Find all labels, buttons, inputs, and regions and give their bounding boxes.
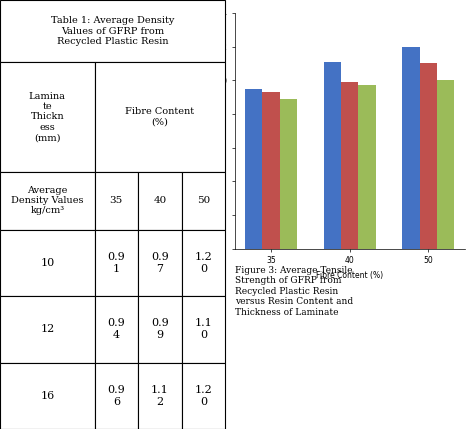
Bar (182, 296, 225, 363)
Text: Figure 3: Average Tensile
Strength of GFRP from
Recycled Plastic Resin
versus Re: Figure 3: Average Tensile Strength of GF… (235, 266, 353, 317)
Text: Fibre Content
(%): Fibre Content (%) (125, 107, 194, 127)
Bar (280, 99, 297, 249)
Bar (0, 230, 94, 296)
Bar (138, 172, 182, 230)
Text: 50: 50 (197, 196, 210, 205)
Bar (182, 363, 225, 429)
Bar (138, 363, 182, 429)
Text: 1.2
0: 1.2 0 (194, 252, 212, 274)
Bar (182, 230, 225, 296)
Text: 10: 10 (40, 258, 55, 268)
Bar (402, 47, 419, 249)
Bar (94, 62, 225, 172)
Bar (358, 85, 375, 249)
Text: Table 1: Average Density
Values of GFRP from
Recycled Plastic Resin: Table 1: Average Density Values of GFRP … (51, 16, 174, 46)
Bar (94, 230, 138, 296)
Bar (419, 63, 437, 249)
Bar (138, 296, 182, 363)
Text: 1.1
0: 1.1 0 (194, 318, 212, 340)
Bar (324, 62, 341, 249)
Bar (0, 172, 94, 230)
Text: 0.9
7: 0.9 7 (151, 252, 169, 274)
Text: 40: 40 (153, 196, 166, 205)
Bar (0, 296, 94, 363)
Text: 1.1
2: 1.1 2 (151, 385, 169, 407)
Bar (263, 92, 280, 249)
Bar (94, 363, 138, 429)
Bar (0, 62, 94, 172)
Text: Lamina
te
Thickn
ess
(mm): Lamina te Thickn ess (mm) (29, 92, 66, 142)
Text: 1.2
0: 1.2 0 (194, 385, 212, 407)
Text: 0.9
9: 0.9 9 (151, 318, 169, 340)
Text: 16: 16 (40, 391, 55, 401)
Text: 0.9
4: 0.9 4 (108, 318, 125, 340)
Bar (182, 172, 225, 230)
Bar (94, 172, 138, 230)
Text: 0.9
6: 0.9 6 (108, 385, 125, 407)
Bar (94, 296, 138, 363)
Text: 0.9
1: 0.9 1 (108, 252, 125, 274)
Bar (138, 230, 182, 296)
Bar (0, 363, 94, 429)
Y-axis label: Density g/cm³: Density g/cm³ (204, 104, 213, 158)
Bar (437, 80, 454, 249)
Text: 35: 35 (109, 196, 123, 205)
Bar (0, 0, 225, 62)
X-axis label: Fibre Content (%): Fibre Content (%) (316, 271, 383, 280)
Bar (245, 89, 263, 249)
Text: 12: 12 (40, 324, 55, 334)
Text: Average
Density Values
kg/cm³: Average Density Values kg/cm³ (11, 186, 83, 215)
Bar (341, 82, 358, 249)
